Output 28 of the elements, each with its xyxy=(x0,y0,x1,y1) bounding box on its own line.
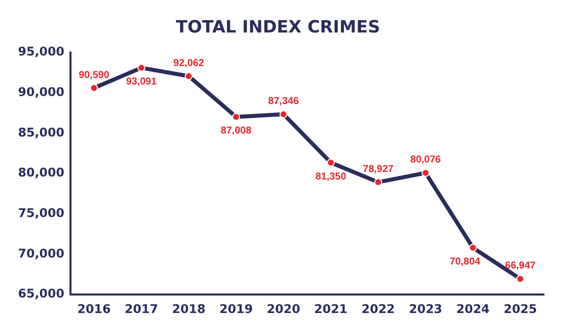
data-label: 90,590 xyxy=(78,70,110,81)
y-tick-label: 70,000 xyxy=(18,246,64,260)
x-tick-label: 2017 xyxy=(124,302,158,316)
x-tick-label: 2025 xyxy=(504,302,538,316)
data-label: 87,346 xyxy=(268,96,300,107)
y-tick-label: 95,000 xyxy=(18,44,64,59)
y-tick-label: 90,000 xyxy=(18,84,64,99)
data-label: 66,947 xyxy=(505,260,536,272)
data-label: 78,927 xyxy=(362,164,394,175)
x-tick-label: 2024 xyxy=(456,302,490,316)
data-label: 80,076 xyxy=(410,154,442,166)
data-label: 87,008 xyxy=(220,126,252,137)
x-tick-label: 2021 xyxy=(314,302,348,316)
x-tick-label: 2023 xyxy=(408,302,442,316)
data-label: 70,804 xyxy=(450,256,481,268)
data-label: 93,091 xyxy=(126,76,158,88)
data-label: 92,062 xyxy=(173,58,204,69)
x-tick-label: 2018 xyxy=(172,302,206,316)
data-label: 81,350 xyxy=(316,171,347,182)
x-tick-label: 2016 xyxy=(77,302,111,316)
y-tick-label: 80,000 xyxy=(18,166,64,180)
x-tick-label: 2020 xyxy=(266,302,300,316)
y-tick-label: 75,000 xyxy=(18,206,64,220)
y-tick-label: 85,000 xyxy=(18,125,64,140)
x-tick-label: 2022 xyxy=(362,302,395,316)
x-tick-label: 2019 xyxy=(219,302,253,316)
y-tick-label: 65,000 xyxy=(18,286,64,301)
chart-title: TOTAL INDEX CRIMES xyxy=(176,18,380,38)
